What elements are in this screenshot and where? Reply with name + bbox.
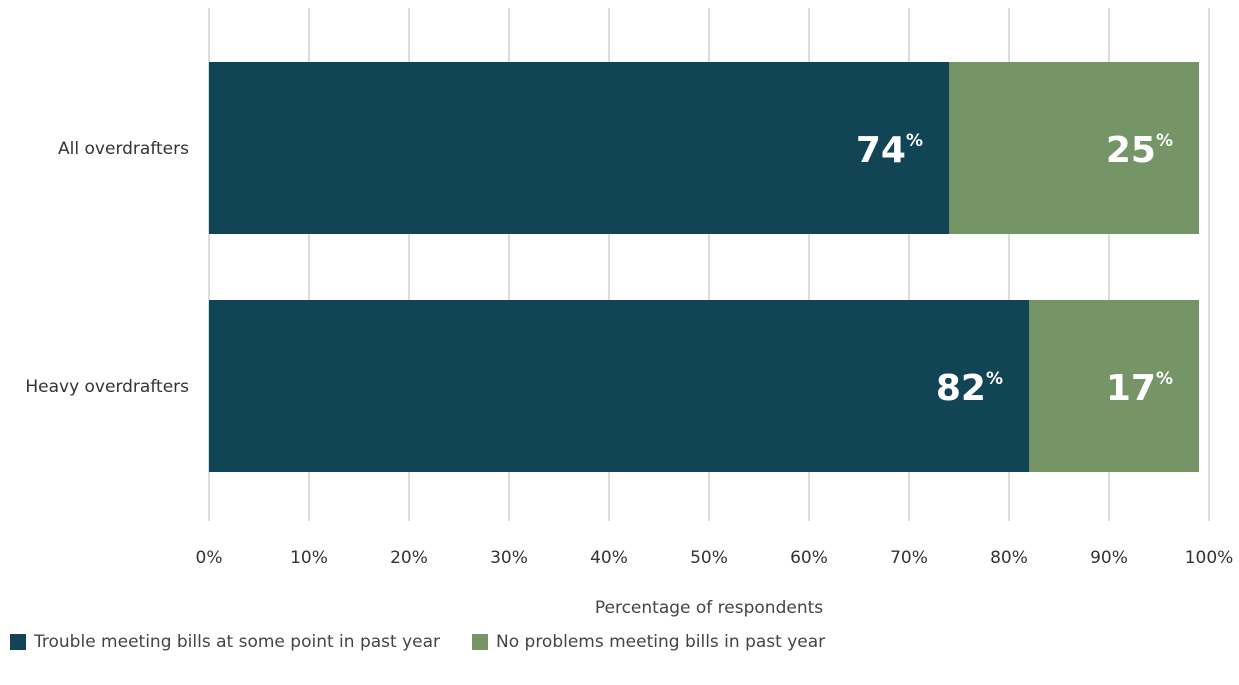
x-tick-label-10: 10%	[290, 548, 328, 568]
bar-label-0-series-1: 25%	[1106, 130, 1173, 171]
x-tick-label-70: 70%	[890, 548, 928, 568]
bar-label-1-series-1: 17%	[1106, 368, 1173, 409]
x-tick-label-30: 30%	[490, 548, 528, 568]
x-tick-label-100: 100%	[1185, 548, 1234, 568]
x-axis-title: Percentage of respondents	[595, 598, 823, 618]
bar-label-0-series-0: 74%	[856, 130, 923, 171]
legend-label-trouble: Trouble meeting bills at some point in p…	[34, 632, 440, 652]
legend-item-trouble: Trouble meeting bills at some point in p…	[10, 632, 440, 652]
x-tick-label-90: 90%	[1090, 548, 1128, 568]
x-axis-ticks: 0% 10% 20% 30% 40% 50% 60% 70% 80% 90% 100%	[196, 548, 1234, 568]
x-tick-label-80: 80%	[990, 548, 1028, 568]
x-tick-label-0: 0%	[196, 548, 223, 568]
bars	[209, 62, 1199, 472]
bar-1-series-0	[209, 300, 1029, 472]
legend-swatch-no-problems	[472, 634, 488, 650]
bar-labels: 74% 25% 82% 17%	[856, 130, 1173, 409]
legend-item-no-problems: No problems meeting bills in past year	[472, 632, 825, 652]
x-tick-label-60: 60%	[790, 548, 828, 568]
bar-0-series-1	[949, 62, 1199, 234]
bar-1-series-1	[1029, 300, 1199, 472]
legend-label-no-problems: No problems meeting bills in past year	[496, 632, 826, 652]
legend: Trouble meeting bills at some point in p…	[10, 632, 857, 652]
x-tick-label-40: 40%	[590, 548, 628, 568]
bar-0-series-0	[209, 62, 949, 234]
bar-label-1-series-0: 82%	[936, 368, 1003, 409]
x-tick-label-20: 20%	[390, 548, 428, 568]
category-label-0: All overdrafters	[58, 139, 189, 159]
category-labels: All overdrafters Heavy overdrafters	[25, 139, 189, 397]
legend-swatch-trouble	[10, 634, 26, 650]
category-label-1: Heavy overdrafters	[25, 377, 189, 397]
x-tick-label-50: 50%	[690, 548, 728, 568]
